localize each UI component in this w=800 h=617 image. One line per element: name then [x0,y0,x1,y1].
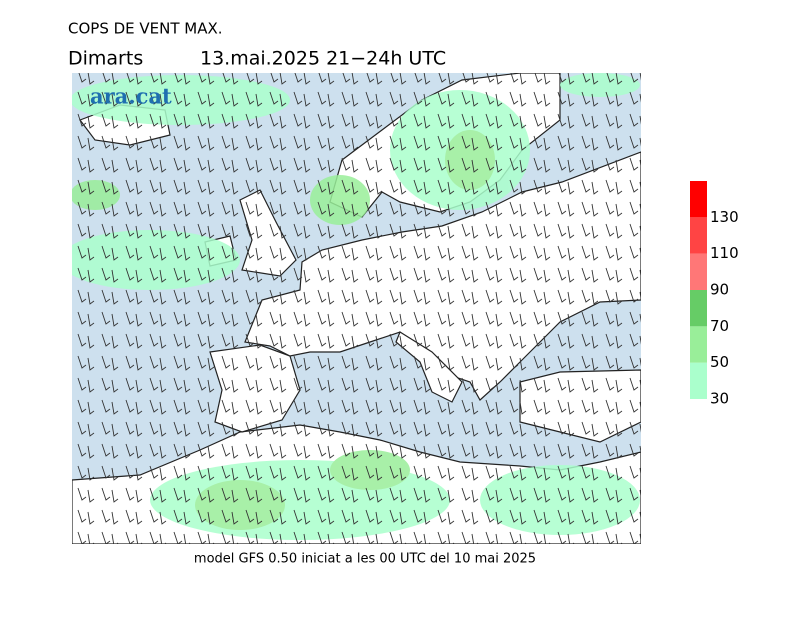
legend-swatch [690,362,707,399]
legend-label: 130 [710,208,739,226]
legend-label: 110 [710,244,739,262]
legend-label: 50 [710,353,729,371]
legend-label: 70 [710,317,729,335]
legend-swatch [690,217,707,254]
legend-label: 90 [710,281,729,299]
legend-swatch [690,253,707,290]
color-legend: 30 50 70 90 110 130 [690,181,739,408]
title: COPS DE VENT MAX. [68,20,223,38]
legend-label: 30 [710,390,729,408]
wind-barbs [72,73,641,544]
map [72,73,641,544]
legend-swatch [690,181,707,218]
day: Dimarts [68,48,143,70]
logo: ara.cat [90,84,172,109]
legend-swatch [690,326,707,363]
footer: model GFS 0.50 iniciat a les 00 UTC del … [194,552,536,567]
legend-swatch [690,290,707,327]
period: 13.mai.2025 21−24h UTC [200,48,446,70]
